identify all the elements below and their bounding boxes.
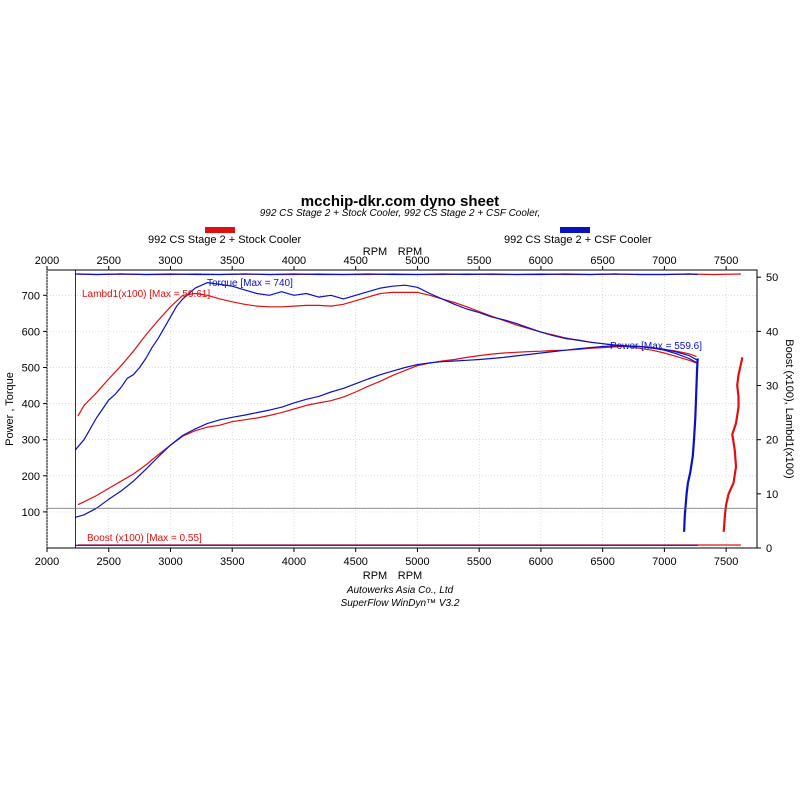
- x-tick-label-top: 4000: [282, 255, 306, 267]
- x-axis-label-bottom: RPM: [363, 570, 387, 582]
- y-tick-label-right: 20: [766, 435, 778, 447]
- series-lambd1-tail-csf: [683, 358, 699, 532]
- x-tick-label-top: 7500: [714, 255, 738, 267]
- annotation-power: Power [Max = 559.6]: [610, 341, 702, 352]
- chart-title: mcchip-dkr.com dyno sheet: [300, 193, 500, 210]
- x-axis-label-top: RPM: [363, 246, 387, 258]
- x-tick-label-bottom: 5000: [405, 556, 429, 568]
- annotation-torque: Torque [Max = 740]: [207, 278, 293, 289]
- y-tick-label-left: 200: [22, 471, 40, 483]
- footer-software: SuperFlow WinDyn™ V3.2: [340, 598, 460, 609]
- y-axis-label-right: Boost (x100), Lambd1(x100): [783, 339, 795, 478]
- x-tick-label-bottom: 3000: [158, 556, 182, 568]
- legend-swatch-csf: [560, 227, 590, 233]
- x-tick-label-top: 5000: [405, 255, 429, 267]
- y-tick-label-left: 500: [22, 362, 40, 374]
- x-axis-label-top-2: RPM: [398, 246, 422, 258]
- x-tick-label-top: 6500: [590, 255, 614, 267]
- legend-swatch-stock: [205, 227, 235, 233]
- y-tick-label-left: 100: [22, 507, 40, 519]
- x-tick-label-top: 3500: [220, 255, 244, 267]
- y-tick-label-left: 600: [22, 326, 40, 338]
- y-tick-label-left: 700: [22, 290, 40, 302]
- chart-subtitle: 992 CS Stage 2 + Stock Cooler, 992 CS St…: [259, 208, 541, 219]
- x-tick-label-bottom: 2500: [96, 556, 120, 568]
- series-lambd1-tail-stock: [722, 357, 744, 532]
- series-lambd1-x100--csf: [75, 273, 698, 276]
- x-tick-label-bottom: 6000: [529, 556, 553, 568]
- y-axis-label-left: Power , Torque: [4, 372, 16, 446]
- x-axis-label-bottom-2: RPM: [398, 570, 422, 582]
- x-tick-label-bottom: 7500: [714, 556, 738, 568]
- y-tick-label-right: 10: [766, 489, 778, 501]
- y-tick-label-right: 30: [766, 381, 778, 393]
- x-tick-label-bottom: 4000: [282, 556, 306, 568]
- x-tick-label-top: 2000: [35, 255, 59, 267]
- annotation-boost: Boost (x100) [Max = 0.55]: [87, 533, 202, 544]
- x-tick-label-top: 3000: [158, 255, 182, 267]
- x-tick-label-bottom: 3500: [220, 556, 244, 568]
- x-tick-label-bottom: 2000: [35, 556, 59, 568]
- y-tick-label-right: 50: [766, 272, 778, 284]
- x-tick-label-top: 2500: [96, 255, 120, 267]
- y-tick-label-right: 0: [766, 543, 772, 555]
- legend-label-stock: 992 CS Stage 2 + Stock Cooler: [148, 234, 302, 246]
- x-tick-label-top: 6000: [529, 255, 553, 267]
- x-tick-label-bottom: 6500: [590, 556, 614, 568]
- x-tick-label-top: 4500: [343, 255, 367, 267]
- y-tick-label-left: 300: [22, 435, 40, 447]
- legend-label-csf: 992 CS Stage 2 + CSF Cooler: [504, 234, 652, 246]
- annotation-lambda: Lambd1(x100) [Max = 50.61]: [82, 289, 210, 300]
- x-tick-label-top: 7000: [652, 255, 676, 267]
- x-tick-label-top: 5500: [467, 255, 491, 267]
- series-torque-csf: [74, 282, 698, 451]
- series-power-csf: [75, 345, 698, 518]
- x-tick-label-bottom: 5500: [467, 556, 491, 568]
- plot-frame: [46, 269, 758, 549]
- x-tick-label-bottom: 4500: [343, 556, 367, 568]
- footer-company: Autowerks Asia Co., Ltd: [346, 585, 454, 596]
- y-tick-label-right: 40: [766, 326, 778, 338]
- x-tick-label-bottom: 7000: [652, 556, 676, 568]
- y-tick-label-left: 400: [22, 399, 40, 411]
